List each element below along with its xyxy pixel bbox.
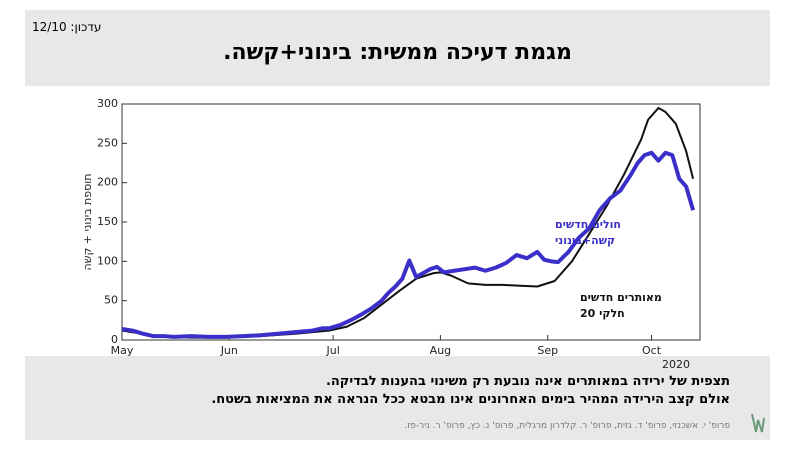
y-tick-label: 100 — [97, 254, 118, 267]
x-tick-label: May — [111, 344, 134, 357]
annotation: מאותרים חדשים — [580, 291, 662, 304]
series-line — [121, 150, 695, 339]
update-date: עדכון: 12/10 — [32, 20, 102, 34]
x-tick-label: Jun — [220, 344, 238, 357]
y-tick-label: 250 — [97, 136, 118, 149]
footer-band — [25, 356, 770, 440]
x-note: 2020 — [662, 358, 690, 371]
x-tick-label: Jul — [325, 344, 339, 357]
logo — [751, 413, 765, 433]
x-tick-label: Sep — [537, 344, 558, 357]
footer-line: תצפית של ירידה במאותרים אינה נובעת רק מש… — [325, 374, 730, 389]
header-band — [25, 10, 770, 86]
y-tick-label: 300 — [97, 97, 118, 110]
annotation: קשה+בינוני — [555, 234, 615, 247]
footer-line: אולם קצב הירידה המהיר בימים האחרונים אינ… — [211, 392, 730, 407]
x-tick-label: Aug — [430, 344, 451, 357]
annotation: חלקי 20 — [580, 307, 625, 320]
y-tick-label: 150 — [97, 215, 118, 228]
slide-title: מגמת דעיכה ממשית: בינוני+קשה. — [223, 40, 572, 65]
y-tick-label: 0 — [111, 333, 118, 346]
y-tick-label: 200 — [97, 176, 118, 189]
credits: פרופ' י. אשכנזי, פרופ' ד. גזית, פרופ' ר.… — [404, 421, 730, 431]
annotation: חולים חדשים — [555, 218, 621, 231]
y-axis-label: תוספת בינוני + קשה — [81, 173, 94, 270]
y-tick-label: 50 — [104, 294, 118, 307]
x-tick-label: Oct — [642, 344, 662, 357]
